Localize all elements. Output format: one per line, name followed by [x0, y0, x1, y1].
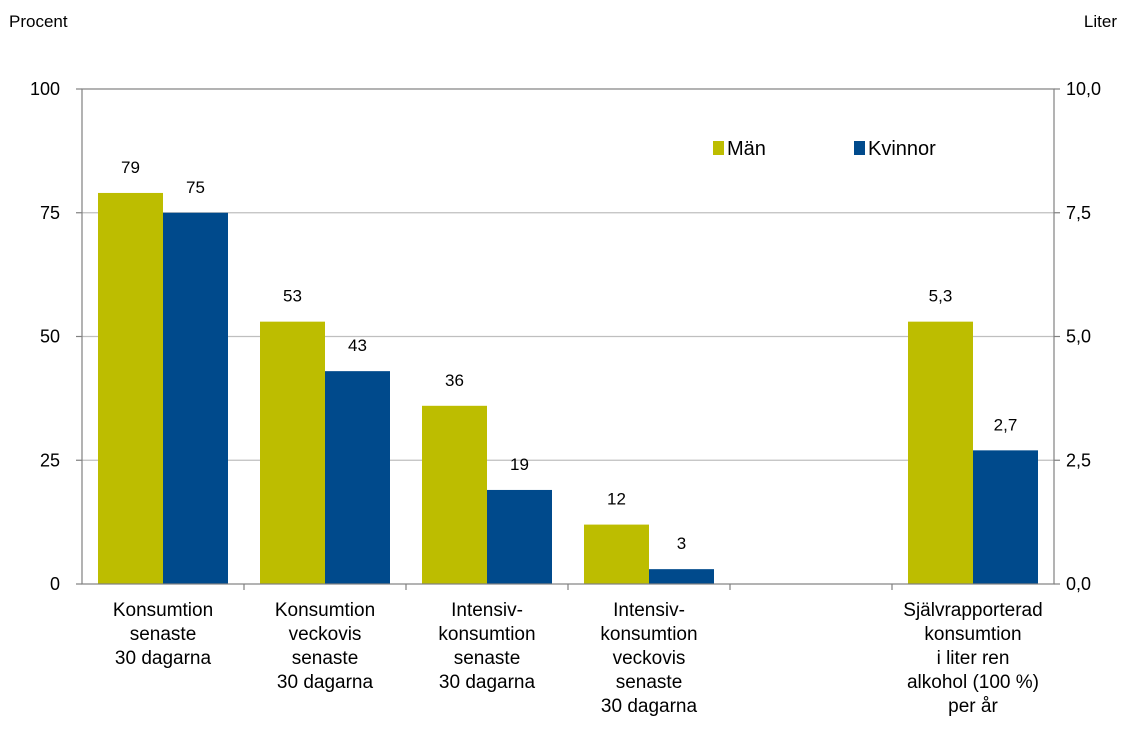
category-label-line: 30 dagarna: [439, 672, 536, 693]
bar-value-label: 19: [510, 455, 529, 474]
category-label-line: 30 dagarna: [277, 672, 374, 693]
right-axis-unit-label: Liter: [1084, 12, 1117, 31]
bar-value-label: 53: [283, 287, 302, 306]
category-label-line: konsumtion: [924, 624, 1021, 645]
left-axis-unit-label: Procent: [9, 12, 68, 31]
category-label-line: senaste: [616, 672, 683, 693]
left-axis-tick-label: 25: [40, 450, 60, 470]
right-axis-tick-label: 5,0: [1066, 327, 1091, 347]
labels: 0 0,0 25 2,5 50 5,0 75 7,5 100 10,0 79 75 Konsumtion…: [30, 79, 1101, 717]
category-label-line: senaste: [130, 624, 197, 645]
category-label-line: alkohol (100 %): [907, 672, 1039, 693]
left-axis-tick-label: 0: [50, 574, 60, 594]
category-label-line: Intensiv-: [613, 600, 685, 621]
legend: Män Kvinnor: [713, 138, 936, 160]
legend-swatch: [854, 141, 865, 155]
bar-value-label: 3: [677, 534, 686, 553]
category-label-line: veckovis: [613, 648, 686, 669]
category-label-line: senaste: [292, 648, 359, 669]
right-axis-tick-label: 10,0: [1066, 79, 1101, 99]
bar-kvinnor: [649, 569, 714, 584]
bar-value-label: 2,7: [994, 415, 1018, 434]
bar-value-label: 5,3: [929, 287, 953, 306]
axis-ticks: [76, 88, 1060, 590]
category-label-line: i liter ren: [937, 648, 1010, 669]
category-label-line: konsumtion: [600, 624, 697, 645]
bar-value-label: 12: [607, 490, 626, 509]
bar-man: [584, 524, 649, 584]
category-label-line: veckovis: [289, 624, 362, 645]
bar-kvinnor: [325, 371, 390, 584]
category-label-line: per år: [948, 696, 998, 717]
bar-man: [260, 321, 325, 584]
bar-value-label: 43: [348, 336, 367, 355]
category-label-line: Självrapporterad: [903, 600, 1042, 621]
bar-man: [422, 405, 487, 584]
category-label-line: Konsumtion: [113, 600, 213, 621]
bar-kvinnor: [487, 489, 552, 584]
bar-man: [98, 192, 163, 584]
category-label-line: Intensiv-: [451, 600, 523, 621]
category-label-line: konsumtion: [438, 624, 535, 645]
legend-label: Män: [727, 138, 766, 160]
bar-kvinnor: [973, 450, 1038, 584]
right-axis-tick-label: 2,5: [1066, 450, 1091, 470]
bar-value-label: 79: [121, 158, 140, 177]
gridlines: [82, 212, 1054, 461]
bars: [98, 192, 1038, 584]
legend-label: Kvinnor: [868, 138, 936, 160]
category-label-line: 30 dagarna: [115, 648, 212, 669]
left-axis-tick-label: 100: [30, 79, 60, 99]
right-axis-tick-label: 0,0: [1066, 574, 1091, 594]
bar-value-label: 75: [186, 178, 205, 197]
category-label-line: senaste: [454, 648, 521, 669]
right-axis-tick-label: 7,5: [1066, 203, 1091, 223]
bar-kvinnor: [163, 212, 228, 584]
category-label-line: 30 dagarna: [601, 696, 698, 717]
left-axis-tick-label: 75: [40, 203, 60, 223]
left-axis-tick-label: 50: [40, 327, 60, 347]
bar-value-label: 36: [445, 371, 464, 390]
bar-man: [908, 321, 973, 584]
legend-swatch: [713, 141, 724, 155]
category-label-line: Konsumtion: [275, 600, 375, 621]
